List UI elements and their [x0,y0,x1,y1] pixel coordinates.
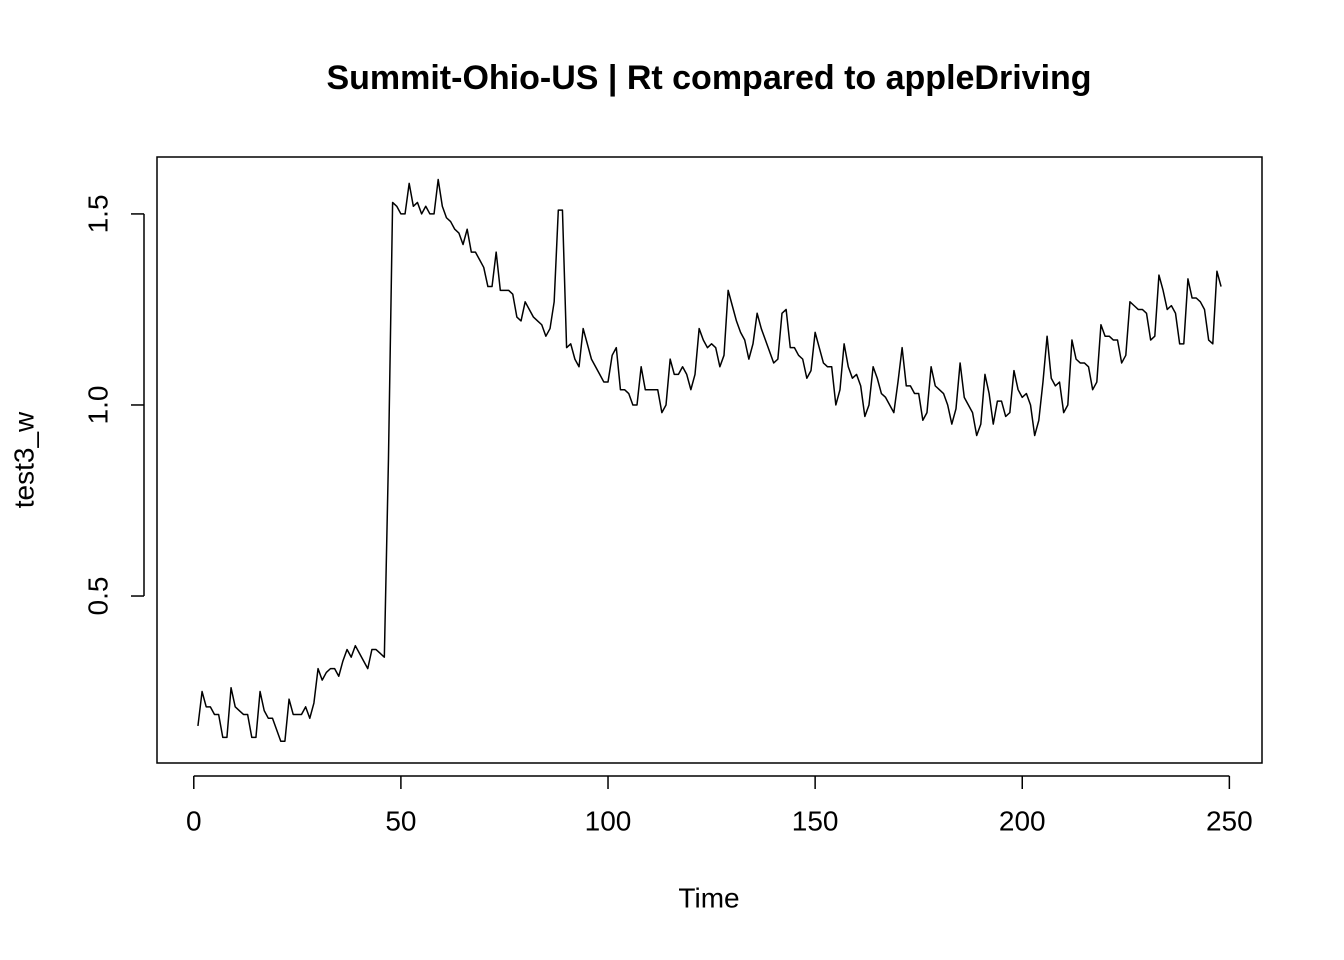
y-axis-label: test3_w [8,411,39,508]
y-tick-label: 0.5 [82,577,113,616]
x-tick-label: 250 [1206,805,1253,836]
y-tick-label: 1.0 [82,386,113,425]
y-tick-label: 1.5 [82,194,113,233]
x-tick-label: 200 [999,805,1046,836]
data-line [197,178,1222,742]
x-tick-label: 100 [585,805,632,836]
plot-box [156,156,1263,764]
x-tick-label: 0 [186,805,202,836]
x-axis-label: Time [678,882,739,913]
x-tick-label: 50 [385,805,416,836]
x-tick-label: 150 [792,805,839,836]
chart-title: Summit-Ohio-US | Rt compared to appleDri… [326,59,1091,97]
